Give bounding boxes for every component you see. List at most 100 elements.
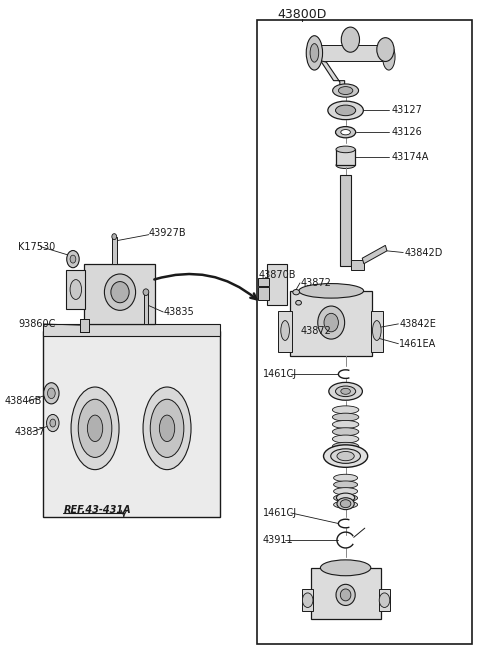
Text: 1461CJ: 1461CJ (263, 369, 297, 379)
Ellipse shape (332, 413, 359, 421)
Ellipse shape (324, 445, 368, 467)
Text: 1461EA: 1461EA (399, 338, 437, 349)
Ellipse shape (334, 488, 358, 495)
Bar (80, 319, 89, 332)
Ellipse shape (159, 415, 175, 442)
Text: 43842D: 43842D (404, 247, 443, 258)
Text: K17530: K17530 (18, 241, 56, 252)
Ellipse shape (332, 435, 359, 443)
Ellipse shape (334, 501, 358, 508)
Text: 43127: 43127 (391, 105, 422, 116)
Text: 43126: 43126 (391, 127, 422, 137)
Circle shape (44, 383, 59, 404)
Ellipse shape (293, 290, 300, 295)
Ellipse shape (318, 306, 345, 339)
Text: 43842E: 43842E (399, 319, 436, 329)
Ellipse shape (143, 289, 149, 295)
Ellipse shape (336, 105, 356, 116)
Ellipse shape (71, 387, 119, 469)
Ellipse shape (331, 449, 360, 463)
Bar (302, 589, 313, 611)
Circle shape (47, 414, 59, 432)
Polygon shape (321, 61, 345, 93)
Ellipse shape (332, 449, 359, 457)
Circle shape (70, 255, 76, 263)
Polygon shape (362, 245, 387, 264)
Ellipse shape (334, 481, 358, 488)
Bar (257, 20, 472, 644)
Bar (336, 149, 355, 165)
Polygon shape (307, 45, 391, 61)
Ellipse shape (333, 84, 359, 97)
Text: 1461CJ: 1461CJ (263, 508, 297, 518)
Ellipse shape (296, 300, 301, 305)
Ellipse shape (332, 406, 359, 414)
Bar (278, 311, 292, 352)
Ellipse shape (340, 589, 351, 601)
Ellipse shape (324, 313, 338, 332)
Ellipse shape (329, 382, 362, 400)
Bar (340, 175, 351, 266)
Bar (66, 270, 85, 309)
Text: 43872: 43872 (300, 325, 331, 336)
Ellipse shape (336, 126, 356, 137)
Ellipse shape (341, 389, 350, 394)
Ellipse shape (332, 428, 359, 436)
Text: 93860C: 93860C (18, 319, 56, 329)
Ellipse shape (70, 280, 82, 299)
Ellipse shape (337, 498, 354, 510)
Ellipse shape (299, 284, 364, 298)
Ellipse shape (340, 500, 351, 508)
Ellipse shape (332, 442, 359, 450)
Bar (144, 292, 148, 324)
Bar (43, 324, 220, 336)
Ellipse shape (334, 475, 358, 481)
Text: REF.43-431A: REF.43-431A (63, 505, 131, 516)
Ellipse shape (281, 321, 289, 340)
Bar (311, 568, 381, 619)
Text: 43870B: 43870B (258, 270, 296, 280)
Ellipse shape (328, 101, 363, 120)
Ellipse shape (78, 399, 112, 457)
Ellipse shape (321, 560, 371, 576)
Text: 43872: 43872 (300, 278, 331, 288)
Ellipse shape (332, 420, 359, 428)
Ellipse shape (336, 493, 355, 502)
Ellipse shape (306, 36, 323, 70)
Ellipse shape (341, 130, 350, 135)
Text: 43846B: 43846B (5, 396, 42, 407)
Bar (84, 264, 155, 324)
Circle shape (341, 27, 360, 52)
Bar (258, 287, 269, 300)
Ellipse shape (372, 321, 381, 340)
Bar (80, 319, 89, 332)
Ellipse shape (111, 282, 129, 303)
Ellipse shape (336, 584, 355, 605)
Circle shape (67, 251, 79, 268)
Ellipse shape (336, 146, 355, 153)
Circle shape (377, 38, 394, 61)
Text: 43800D: 43800D (278, 8, 327, 21)
Bar (351, 260, 364, 270)
Circle shape (50, 419, 56, 427)
Ellipse shape (105, 274, 135, 310)
Text: 43174A: 43174A (391, 152, 429, 163)
Bar (112, 237, 117, 264)
Bar (379, 589, 390, 611)
Text: 43911: 43911 (263, 535, 294, 545)
Ellipse shape (336, 162, 355, 169)
Ellipse shape (337, 451, 354, 461)
Bar (43, 330, 220, 517)
Ellipse shape (338, 87, 353, 95)
Ellipse shape (112, 234, 117, 239)
Ellipse shape (334, 494, 358, 502)
Text: 43835: 43835 (163, 307, 194, 317)
Text: 43927B: 43927B (149, 227, 186, 238)
Circle shape (379, 593, 390, 607)
Ellipse shape (150, 399, 184, 457)
Ellipse shape (87, 415, 103, 442)
Ellipse shape (383, 44, 395, 70)
Text: 43837: 43837 (14, 426, 45, 437)
Bar (290, 291, 372, 356)
Bar (267, 264, 287, 305)
